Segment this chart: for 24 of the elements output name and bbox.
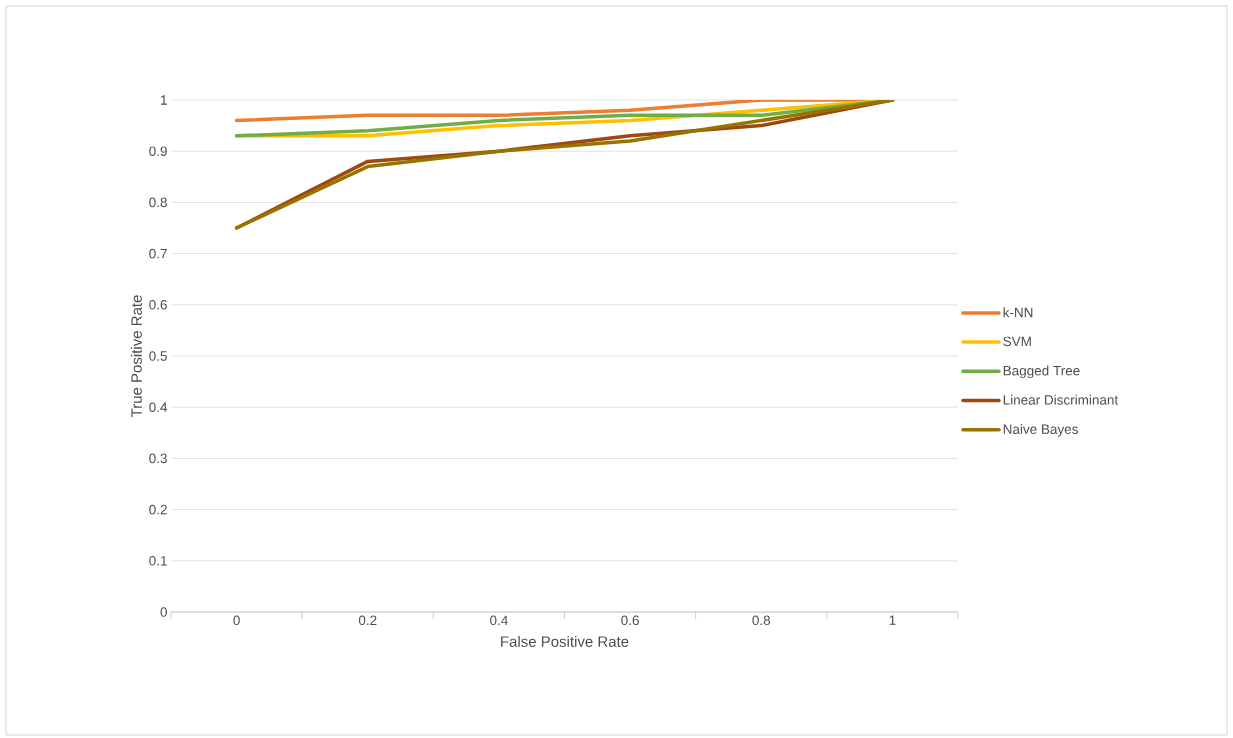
y-tick-label: 0.5: [149, 351, 167, 361]
y-tick-label: 0: [160, 607, 167, 617]
legend-label: SVM: [1003, 336, 1031, 347]
y-tick-label: 0.2: [149, 504, 167, 515]
x-tick-label: 0.2: [358, 615, 377, 626]
y-tick-label: 0.3: [149, 453, 167, 464]
y-tick-label: 0.9: [149, 146, 167, 156]
x-tick-label: 0: [233, 615, 240, 626]
y-tick-label: 0.8: [149, 197, 167, 208]
y-tick-label: 0.7: [149, 248, 167, 259]
legend-label: k-NN: [1003, 307, 1033, 318]
x-tick-label: 0.6: [621, 615, 639, 626]
y-tick-label: 0.4: [149, 402, 168, 412]
legend-label: Bagged Tree: [1003, 365, 1080, 379]
x-tick-label: 0.4: [490, 615, 508, 626]
y-axis-title: True Positive Rate: [130, 295, 142, 418]
x-axis-title: False Positive Rate: [501, 635, 629, 647]
x-tick-label: 0.8: [752, 615, 771, 626]
y-tick-label: 0.1: [149, 556, 167, 566]
y-tick-label: 1: [161, 95, 167, 105]
y-tick-label: 0.6: [149, 300, 167, 310]
x-tick-label: 1: [889, 615, 896, 625]
legend-label: Linear Discriminant: [1003, 394, 1119, 405]
legend-label: Naive Bayes: [1003, 424, 1078, 437]
